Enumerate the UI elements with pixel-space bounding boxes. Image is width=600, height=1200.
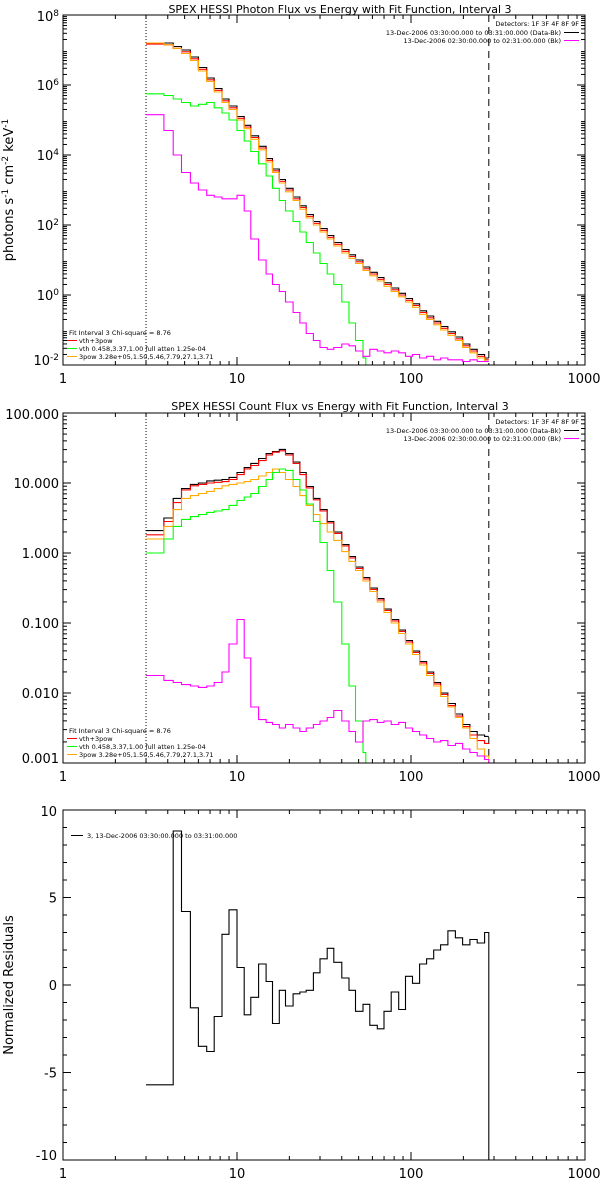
count-flux-y-tick-label: 0.010 [22, 687, 59, 702]
photon-flux-x-tick-label: 1000 [567, 372, 600, 387]
residuals-x-tick-label: 1 [59, 1167, 67, 1182]
residuals-panel: -10 -5 0 5 10 1 10 100 1000 3, 13-Dec-2006 03:3… [2, 805, 600, 1182]
photon-flux-y-tick-label: 100 [37, 288, 60, 304]
photon-flux-series-0-line [146, 42, 489, 359]
count-flux-series-0-line [146, 448, 489, 737]
residuals-x-tick-label: 1000 [567, 1167, 600, 1182]
count-flux-x-tick-label: 100 [399, 770, 424, 785]
count-flux-fit-legend-entry: Fit Interval 3 Chi-square = 8.76 [69, 727, 171, 735]
count-flux-y-tick-label: 1.000 [22, 547, 59, 562]
count-flux-legend-header: Detectors: 1F 3F 4F 8F 9F [495, 418, 579, 426]
residuals-legend-entry: 3, 13-Dec-2006 03:30:00.000 to 03:31:00.… [87, 832, 237, 840]
count-flux-y-tick-label: 0.100 [22, 617, 59, 632]
photon-flux-legend-entry: 13-Dec-2006 02:30:00.000 to 02:31:00.000… [404, 37, 562, 45]
residuals-y-tick-label: 5 [49, 892, 57, 907]
count-flux-legend-entry: 13-Dec-2006 02:30:00.000 to 02:31:00.000… [404, 435, 562, 443]
photon-flux-y-tick-label: 106 [37, 78, 60, 94]
photon-flux-y-tick-label: 104 [37, 148, 60, 164]
count-flux-series-2-line [146, 468, 490, 763]
count-flux-series-3-line [146, 468, 367, 763]
photon-flux-fit-legend-entry: Fit Interval 3 Chi-square = 8.76 [69, 329, 171, 337]
photon-flux-title: SPEX HESSI Photon Flux vs Energy with Fi… [168, 3, 511, 16]
photon-flux-y-tick-label: 108 [37, 9, 60, 25]
photon-flux-fit-legend-entry: 3pow 3.28e+05,1.50,5.46,7.79,27.1,3.71 [79, 353, 214, 361]
count-flux-series-1-line [146, 450, 489, 744]
residuals-x-tick-label: 100 [399, 1167, 424, 1182]
photon-flux-y-axis-label: photons s-1 cm-2 keV-1 [1, 119, 17, 261]
count-flux-panel: SPEX HESSI Count Flux vs Energy with Fit… [5, 400, 600, 785]
count-flux-plot-area [62, 412, 586, 764]
count-flux-x-tick-label: 1 [59, 770, 67, 785]
residuals-plot-area [62, 809, 586, 1161]
count-flux-y-tick-label: 0.001 [22, 752, 59, 767]
count-flux-legend-entry: 13-Dec-2006 03:30:00.000 to 03:31:00.000… [386, 427, 561, 435]
photon-flux-x-tick-label: 100 [399, 372, 424, 387]
count-flux-fit-legend-entry: 3pow 3.28e+05,1.50,5.46,7.79,27.1,3.71 [79, 751, 214, 759]
residuals-y-tick-label: 0 [49, 979, 57, 994]
count-flux-title: SPEX HESSI Count Flux vs Energy with Fit… [171, 400, 508, 413]
photon-flux-series-2-line [146, 42, 489, 363]
count-flux-fit-legend-entry: vth+3pow [79, 735, 113, 743]
photon-flux-panel: SPEX HESSI Photon Flux vs Energy with Fi… [1, 3, 600, 387]
residuals-series-0-line [146, 830, 490, 1160]
photon-flux-x-tick-label: 1 [59, 372, 67, 387]
photon-flux-fit-legend-entry: vth+3pow [79, 337, 113, 345]
photon-flux-legend-entry: 13-Dec-2006 03:30:00.000 to 03:31:00.000… [386, 29, 561, 37]
residuals-y-tick-label: -10 [36, 1149, 57, 1164]
photon-flux-legend-header: Detectors: 1F 3F 4F 8F 9F [495, 20, 579, 28]
photon-flux-y-tick-label: 102 [37, 218, 59, 234]
residuals-x-tick-label: 10 [229, 1167, 246, 1182]
residuals-y-tick-label: 10 [40, 805, 57, 820]
count-flux-y-tick-label: 10.000 [14, 477, 60, 492]
photon-flux-x-tick-label: 10 [229, 372, 246, 387]
photon-flux-fit-legend-entry: vth 0.458,3.37,1.00 full atten 1.25e-04 [79, 345, 206, 353]
photon-flux-plot-area [62, 14, 586, 366]
count-flux-x-tick-label: 1000 [567, 770, 600, 785]
count-flux-x-tick-label: 10 [229, 770, 246, 785]
count-flux-y-tick-label: 100.000 [5, 408, 59, 423]
count-flux-series-4-line [146, 618, 490, 763]
residuals-y-tick-label: -5 [44, 1067, 57, 1082]
photon-flux-series-3-line [146, 93, 367, 365]
photon-flux-y-tick-label: 10-2 [33, 353, 59, 369]
photon-flux-series-4-line [146, 114, 489, 363]
residuals-y-axis-label: Normalized Residuals [2, 915, 17, 1055]
photon-flux-series-1-line [146, 43, 489, 361]
count-flux-fit-legend-entry: vth 0.458,3.37,1.00 full atten 1.25e-04 [79, 743, 206, 751]
